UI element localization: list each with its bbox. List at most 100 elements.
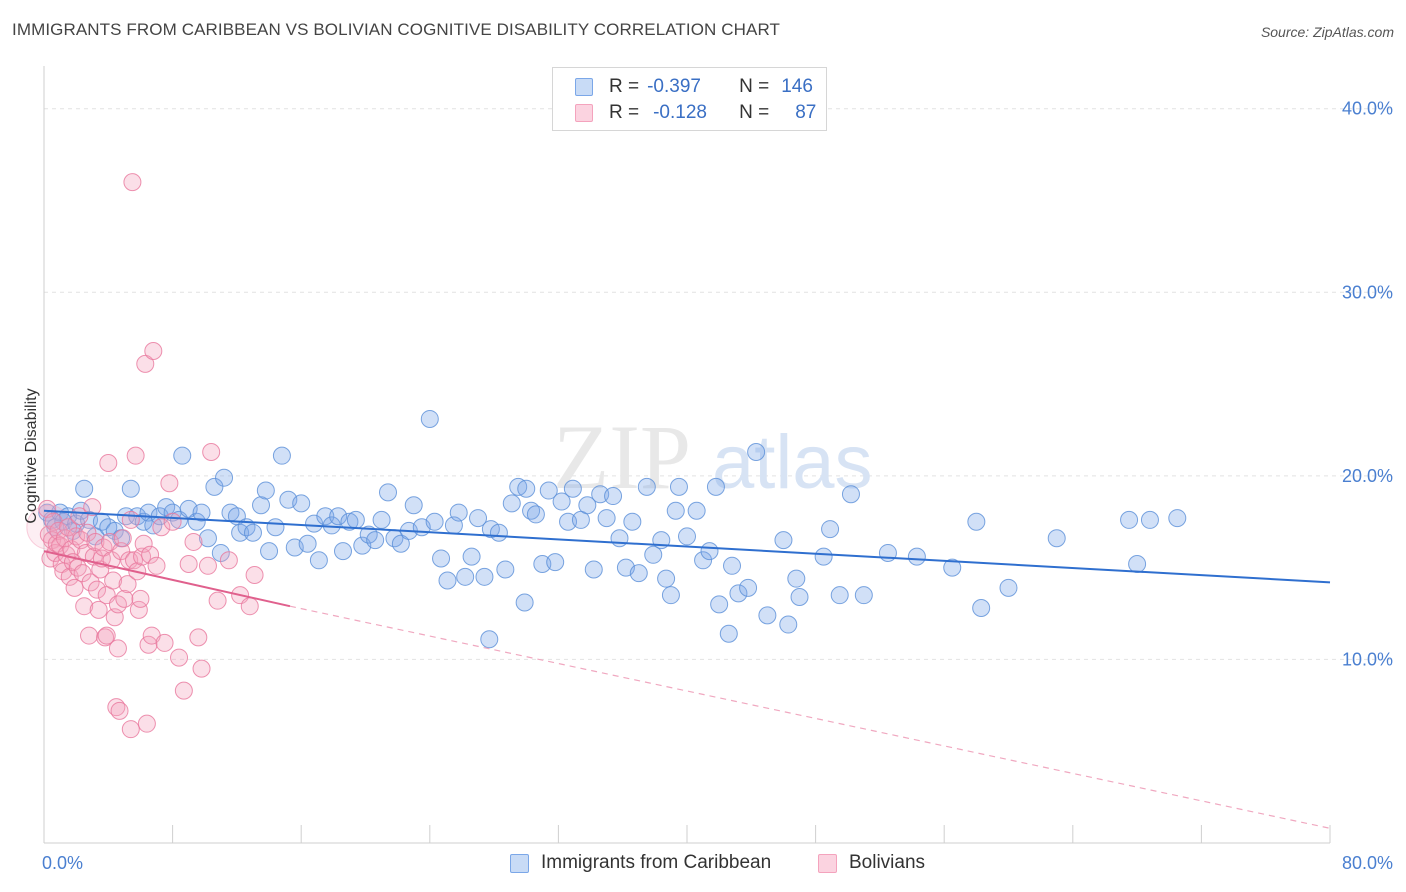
bolivians-point xyxy=(245,565,264,584)
legend-row-caribbean: R = -0.397 N = 146 xyxy=(575,74,813,100)
bolivians-point xyxy=(113,529,132,548)
caribbean-point xyxy=(774,531,793,550)
bolivians-point xyxy=(147,556,166,575)
x-tick-label: 80.0% xyxy=(1342,853,1393,873)
legend-r-value: -0.128 xyxy=(653,102,707,123)
bolivians-point xyxy=(108,639,127,658)
caribbean-point xyxy=(694,551,713,570)
bolivians-point xyxy=(89,600,108,619)
bolivians-point xyxy=(107,698,126,717)
bolivians-point xyxy=(141,545,160,564)
caribbean-point xyxy=(943,558,962,577)
bolivians-point xyxy=(184,532,203,551)
caribbean-point xyxy=(316,507,335,526)
bolivians-point xyxy=(118,575,137,594)
y-tick-label: 10.0% xyxy=(1342,649,1393,669)
trend-line-caribbean xyxy=(43,509,1331,584)
bolivians-point xyxy=(110,701,129,720)
legend-r-value: -0.397 xyxy=(647,76,701,97)
caribbean-point xyxy=(1140,510,1159,529)
y-tick-label: 20.0% xyxy=(1342,466,1393,486)
legend-label-bolivians: Bolivians xyxy=(849,852,926,873)
caribbean-point xyxy=(687,501,706,520)
caribbean-point xyxy=(779,615,798,634)
caribbean-point xyxy=(469,509,488,528)
watermark: ZIP atlas xyxy=(553,406,873,508)
caribbean-point xyxy=(854,586,873,605)
caribbean-point xyxy=(546,553,565,572)
caribbean-point xyxy=(629,564,648,583)
caribbean-point xyxy=(456,567,475,586)
series-legend: Immigrants from Caribbean Bolivians xyxy=(0,850,1406,878)
legend-n-value: 87 xyxy=(795,102,817,123)
bolivians-point xyxy=(126,446,145,465)
caribbean-point xyxy=(723,556,742,575)
caribbean-point xyxy=(205,477,224,496)
bolivians-point xyxy=(121,510,140,529)
bolivians-point xyxy=(67,527,86,546)
trend-line-bolivians xyxy=(43,550,291,608)
legend-n-value: 146 xyxy=(781,76,813,97)
caribbean-point xyxy=(814,547,833,566)
caribbean-point xyxy=(252,496,271,515)
caribbean-point xyxy=(644,545,663,564)
caribbean-point xyxy=(972,599,991,618)
legend-n-label: N = xyxy=(739,76,770,97)
caribbean-point xyxy=(438,571,457,590)
legend-n-label: N = xyxy=(739,102,770,123)
caribbean-point xyxy=(666,501,685,520)
legend-row-bolivians: R = -0.128 N = 87 xyxy=(575,100,816,126)
caribbean-point xyxy=(515,593,534,612)
bolivians-point xyxy=(208,591,227,610)
caribbean-point xyxy=(678,527,696,546)
caribbean-point xyxy=(563,479,582,498)
caribbean-point xyxy=(669,477,688,496)
bolivians-point xyxy=(49,521,68,540)
bolivians-point xyxy=(134,534,153,553)
bolivians-point xyxy=(240,597,259,616)
legend-item-bolivians[interactable]: Bolivians xyxy=(818,852,925,874)
bolivians-point xyxy=(121,720,140,739)
bolivians-point xyxy=(192,659,211,678)
bolivians-point xyxy=(115,589,134,608)
y-tick-label: 30.0% xyxy=(1342,282,1393,302)
y-axis-label-wrap: Cognitive Disability xyxy=(23,388,40,523)
bolivians-point-cluster xyxy=(26,504,72,550)
caribbean-point xyxy=(907,547,926,566)
caribbean-point xyxy=(821,520,840,539)
caribbean-point xyxy=(623,512,642,531)
caribbean-point xyxy=(309,551,328,570)
caribbean-point xyxy=(700,542,719,561)
caribbean-point xyxy=(787,569,806,588)
trend-lines xyxy=(43,509,1331,829)
caribbean-point xyxy=(657,569,676,588)
correlation-legend: R = -0.397 N = 146 R = -0.128 N = 87 xyxy=(552,67,827,131)
trend-line-bolivians-extension xyxy=(289,605,1331,829)
bolivians-point xyxy=(97,626,116,645)
bolivians-point xyxy=(83,498,102,517)
caribbean-point xyxy=(584,560,603,579)
legend-item-caribbean[interactable]: Immigrants from Caribbean xyxy=(510,852,771,874)
caribbean-point xyxy=(517,479,536,498)
caribbean-point xyxy=(404,496,423,515)
caribbean-point xyxy=(272,446,291,465)
caribbean-point xyxy=(462,547,481,566)
caribbean-point xyxy=(187,512,206,531)
legend-swatch-bolivians xyxy=(575,104,593,122)
caribbean-point xyxy=(539,481,558,500)
bolivians-point xyxy=(174,681,193,700)
bolivians-point xyxy=(75,597,94,616)
grid-lines xyxy=(44,108,1392,660)
caribbean-point xyxy=(1168,509,1187,528)
axes xyxy=(43,66,1331,844)
caribbean-point xyxy=(790,588,809,607)
caribbean-point xyxy=(121,479,140,498)
caribbean-point xyxy=(425,512,444,531)
bolivians-point xyxy=(219,551,238,570)
caribbean-point xyxy=(198,529,217,548)
caribbean-point xyxy=(526,505,545,524)
caribbean-point xyxy=(372,510,391,529)
caribbean-point xyxy=(379,483,398,502)
caribbean-point xyxy=(739,578,758,597)
bolivians-point xyxy=(136,354,155,373)
